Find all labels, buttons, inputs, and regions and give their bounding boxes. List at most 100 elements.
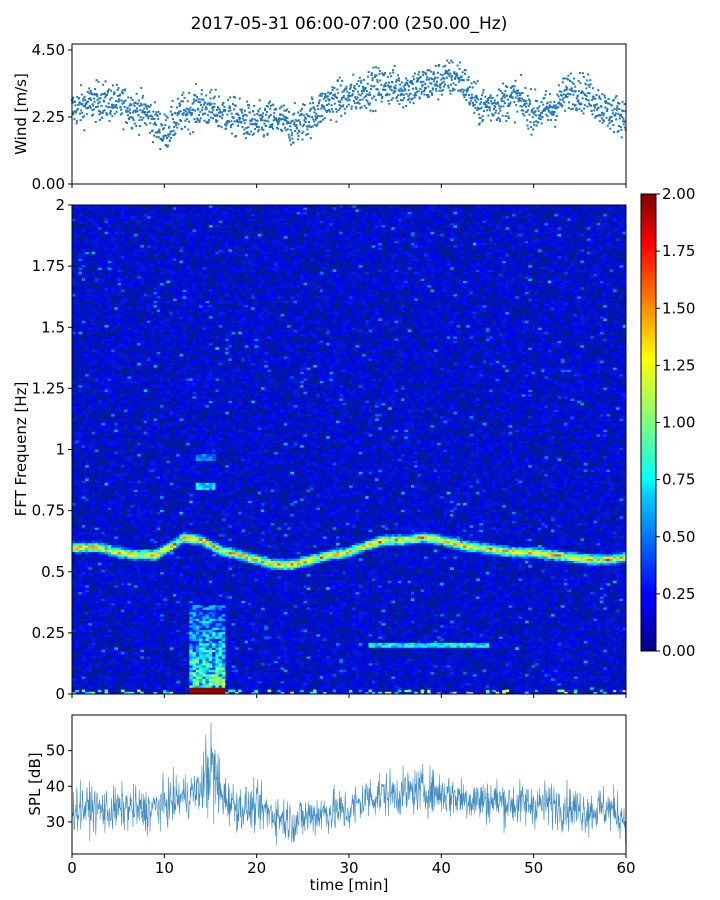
spectrogram-cell — [85, 472, 89, 475]
wind-point — [567, 75, 569, 77]
spectrogram-cell — [127, 565, 131, 568]
spectrogram-cell — [170, 521, 174, 524]
spectrogram-cell — [72, 645, 76, 648]
spectrogram-cell — [118, 232, 122, 235]
spectrogram-cell — [101, 312, 105, 315]
wind-point — [230, 109, 232, 111]
spectrogram-cell — [170, 361, 174, 364]
spectrogram-cell — [88, 445, 92, 448]
spectrogram-cell — [121, 652, 125, 655]
spectrogram-cell — [170, 389, 174, 392]
wind-point — [428, 96, 430, 98]
wind-point — [352, 93, 354, 95]
spectrogram-cell — [144, 616, 148, 619]
spectrogram-cell — [147, 407, 151, 410]
spectrogram-cell — [167, 301, 171, 304]
spectrogram-cell — [79, 378, 83, 381]
wind-point — [612, 112, 614, 114]
wind-point — [265, 125, 267, 127]
spectrogram-cell — [82, 592, 86, 595]
spectrogram-cell — [124, 501, 128, 504]
wind-point — [368, 71, 370, 73]
spectrogram-cell — [183, 332, 187, 335]
spectrogram-cell — [79, 545, 83, 548]
spectrogram-cell — [121, 314, 125, 317]
wind-point — [135, 125, 137, 127]
spectrogram-cell — [186, 683, 190, 686]
spectrogram-cell — [157, 570, 161, 573]
wind-point — [456, 74, 458, 76]
spectrogram-cell — [127, 416, 131, 419]
wind-point — [397, 100, 399, 102]
spectrogram-cell — [167, 252, 171, 255]
spectrogram-cell — [167, 541, 171, 544]
spectrogram-cell — [153, 603, 157, 606]
spectrogram-cell — [114, 576, 118, 579]
spectrogram-cell — [160, 485, 164, 488]
spectrogram-cell — [114, 412, 118, 415]
spectrogram-cell — [180, 354, 184, 357]
spectrogram-cell — [82, 478, 86, 481]
spectrogram-cell — [101, 294, 105, 297]
spectrogram-cell — [183, 625, 187, 628]
spectrogram-cell — [108, 216, 112, 219]
spectrogram-cell — [186, 381, 190, 384]
spectrogram-cell — [134, 267, 138, 270]
spectrogram-cell — [140, 409, 144, 412]
wind-point — [199, 111, 201, 113]
wind-point — [115, 104, 117, 106]
spectrogram-cell — [92, 432, 96, 435]
spectrogram-cell — [127, 207, 131, 210]
spectrogram-cell — [75, 636, 79, 639]
spectrogram-cell — [105, 681, 109, 684]
spectrogram-cell — [150, 550, 154, 553]
spectrogram-cell — [121, 574, 125, 577]
spectrogram-cell — [160, 594, 164, 597]
wind-point — [334, 103, 336, 105]
spectrogram-cell — [101, 261, 105, 264]
spectrogram-cell — [127, 498, 131, 501]
wind-point — [439, 87, 441, 89]
wind-point — [229, 107, 231, 109]
spectrogram-cell — [134, 494, 138, 497]
wind-point — [149, 106, 151, 108]
spectrogram-cell — [95, 485, 99, 488]
wind-point — [157, 115, 159, 117]
spectrogram-cell — [137, 641, 141, 644]
spectrogram-cell — [72, 627, 76, 630]
wind-point — [158, 136, 160, 138]
wind-point — [547, 102, 549, 104]
spectrogram-cell — [140, 650, 144, 653]
wind-point — [99, 101, 101, 103]
spectrogram-cell — [137, 592, 141, 595]
spectrogram-cell — [183, 610, 187, 613]
wind-point — [134, 102, 136, 104]
spectrogram-cell — [176, 374, 180, 377]
spectrogram-cell — [163, 552, 167, 555]
spectrogram-cell — [157, 441, 161, 444]
spectrogram-cell — [75, 325, 79, 328]
wind-point — [111, 97, 113, 99]
spectrogram-cell — [150, 425, 154, 428]
spectrogram-cell — [95, 538, 99, 541]
wind-point — [258, 126, 260, 128]
wind-point — [180, 100, 182, 102]
spectrogram-cell — [127, 581, 131, 584]
spectrogram-cell — [124, 381, 128, 384]
spectrogram-cell — [173, 269, 177, 272]
spectrogram-cell — [98, 663, 102, 666]
spectrogram-cell — [140, 561, 144, 564]
wind-point — [351, 108, 353, 110]
spectrogram-cell — [88, 369, 92, 372]
spectrogram-cell — [85, 309, 89, 312]
wind-point — [373, 67, 375, 69]
spectrogram-cell — [111, 403, 115, 406]
wind-point — [462, 71, 464, 73]
spectrogram-cell — [153, 423, 157, 426]
spectrogram-cell — [98, 674, 102, 677]
wind-point — [224, 109, 226, 111]
wind-point — [307, 133, 309, 135]
wind-point — [477, 80, 479, 82]
spectrogram-cell — [105, 285, 109, 288]
spectrogram-cell — [114, 401, 118, 404]
